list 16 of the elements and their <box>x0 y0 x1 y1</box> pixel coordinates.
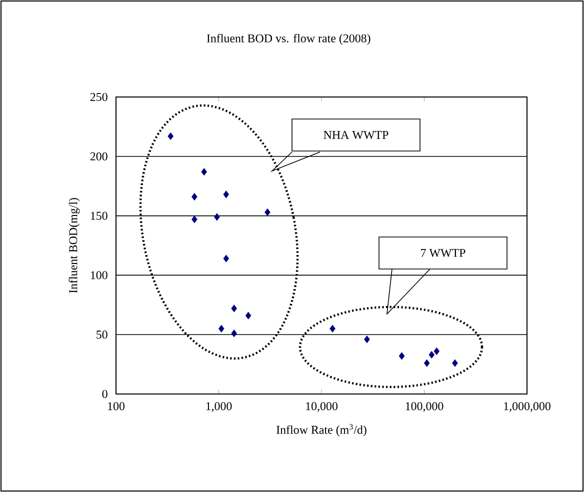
y-tick-label: 100 <box>90 271 108 280</box>
y-tick-label: 0 <box>102 390 108 398</box>
y-tick-label: 150 <box>90 212 108 220</box>
x-tick-label: 1,000,000 <box>504 402 550 412</box>
x-tick-label: 100 <box>108 402 125 410</box>
y-tick-label: 200 <box>90 152 108 160</box>
x-tick-label: 10,000 <box>306 402 338 412</box>
y-axis-title: Influent BOD(mg/l) <box>68 198 80 294</box>
annotation: 7 WWTP <box>421 248 466 257</box>
x-axis-title: Inflow Rate (m$^{3}$/d) <box>276 424 366 436</box>
x-tick-label: 100,000 <box>406 402 444 412</box>
y-tick-label: 250 <box>90 92 108 102</box>
x-tick-label: 1,000 <box>206 402 232 412</box>
y-tick-label: 50 <box>96 330 108 339</box>
chart-title: Influent BOD vs. flow rate (2008) <box>206 34 370 45</box>
annotation: NHA WWTP <box>324 130 388 140</box>
